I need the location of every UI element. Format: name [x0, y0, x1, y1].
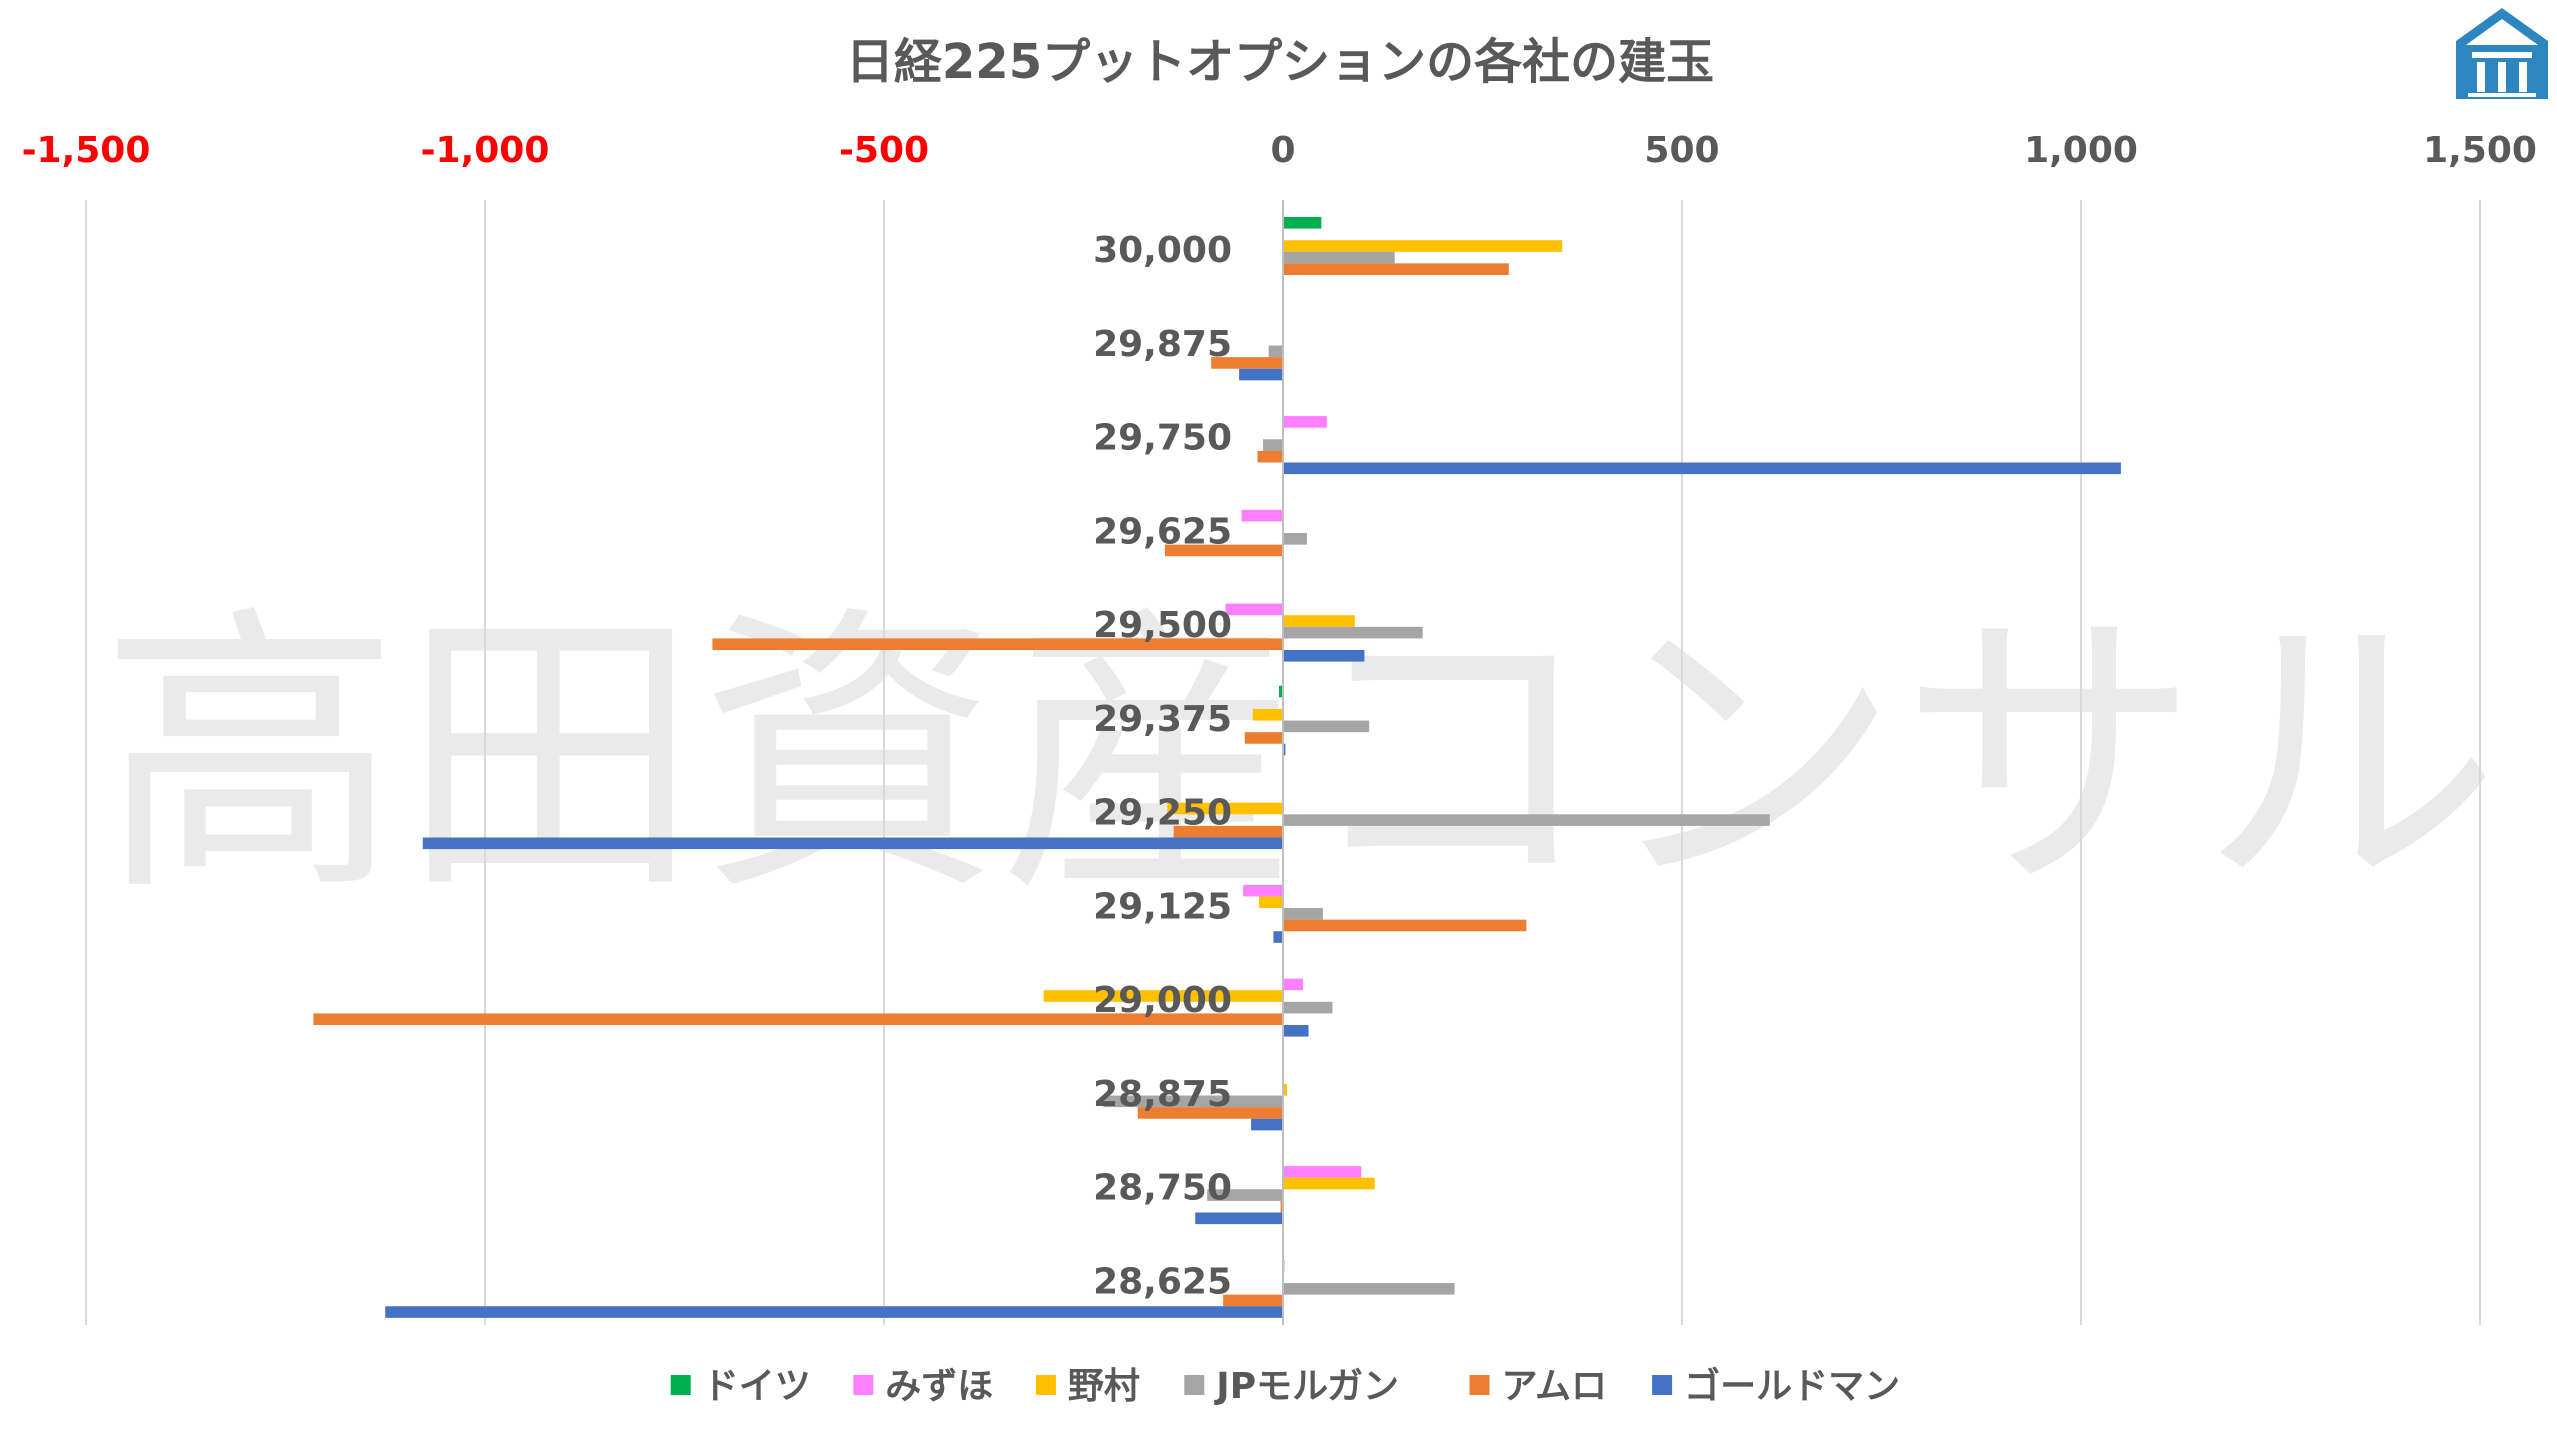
bar: [1223, 1294, 1283, 1307]
bars: [313, 200, 2121, 1325]
bar: [1239, 368, 1283, 381]
bar: [1283, 720, 1370, 733]
bar: [1283, 1166, 1362, 1178]
y-tick-label: 29,250: [1093, 793, 1232, 834]
bar: [1283, 533, 1307, 545]
legend-label: ドイツ: [703, 1366, 811, 1407]
bar: [1167, 802, 1283, 815]
bar: [1268, 345, 1283, 358]
bar: [1225, 603, 1283, 616]
bar: [1283, 814, 1770, 826]
x-tick-label: 1,000: [2024, 130, 2138, 171]
bar: [1244, 732, 1283, 744]
bar: [1207, 1189, 1283, 1201]
bar: [1283, 650, 1365, 662]
legend-label: ゴールドマン: [1684, 1365, 1900, 1407]
bar: [1283, 217, 1322, 229]
bar: [1243, 884, 1283, 897]
y-tick-label: 29,875: [1093, 324, 1232, 365]
legend-marker: [1469, 1375, 1490, 1395]
y-tick-label: 29,750: [1093, 418, 1232, 459]
bar: [1279, 685, 1283, 698]
bar: [1257, 450, 1283, 463]
bar: [1283, 1283, 1455, 1295]
bar: [1164, 544, 1283, 557]
bar: [1283, 1177, 1375, 1190]
legend-item: アムロ: [1469, 1366, 1607, 1407]
bar: [1283, 1083, 1287, 1096]
bar: [1283, 240, 1563, 252]
bar: [1195, 1212, 1283, 1225]
y-tick-label: 28,750: [1093, 1168, 1232, 1209]
bar: [1251, 1118, 1283, 1131]
legend-marker: [1184, 1375, 1205, 1395]
bar: [1241, 509, 1283, 522]
legend-label: 野村: [1068, 1366, 1140, 1407]
legend-marker: [1652, 1375, 1673, 1395]
bar: [1211, 357, 1283, 369]
bar: [313, 1013, 1283, 1025]
bar: [712, 638, 1283, 650]
x-axis-ticks: -1,500 -1,000 -500 0 500 1,000 1,500: [22, 130, 2537, 171]
bar: [1173, 825, 1283, 838]
bar: [1043, 990, 1283, 1002]
bar: [1283, 626, 1423, 639]
y-tick-label: 29,375: [1093, 699, 1232, 740]
y-tick-label: 29,500: [1093, 605, 1232, 646]
chart-title: 日経225プットオプションの各社の建玉: [846, 34, 1714, 90]
x-tick-label: 1,500: [2423, 130, 2537, 171]
bar: [1283, 1025, 1309, 1037]
y-tick-label: 29,125: [1093, 886, 1232, 927]
bar: [1280, 1200, 1283, 1213]
legend-label: アムロ: [1502, 1366, 1607, 1407]
y-tick-label: 29,000: [1093, 980, 1232, 1021]
y-tick-label: 28,625: [1093, 1261, 1232, 1302]
x-tick-label: 0: [1270, 130, 1295, 171]
bar: [1283, 416, 1327, 428]
bar: [1103, 1095, 1283, 1108]
bar: [1259, 896, 1283, 909]
legend-label: JPモルガン: [1213, 1366, 1399, 1407]
bar: [1263, 439, 1283, 451]
legend-marker: [1035, 1375, 1056, 1395]
legend-item: 野村: [1035, 1366, 1140, 1407]
legend: ドイツ みずほ 野村 JPモルガン アムロ ゴールドマン: [670, 1365, 1900, 1407]
x-tick-label: -1,000: [421, 130, 550, 171]
bar: [1283, 743, 1286, 756]
legend-item: みずほ: [853, 1366, 993, 1407]
bar: [1283, 919, 1527, 932]
legend-marker: [670, 1375, 691, 1395]
bar: [1283, 1001, 1333, 1014]
bar: [385, 1306, 1283, 1318]
bar: [1283, 615, 1355, 627]
bar: [1283, 263, 1509, 275]
bar: [422, 837, 1284, 850]
legend-item: ドイツ: [670, 1366, 811, 1407]
x-tick-label: -1,500: [22, 130, 151, 171]
y-axis-ticks: 30,000 29,875 29,750 29,625 29,500 29,375 29,2…: [1093, 230, 1232, 1302]
bar: [1283, 251, 1395, 264]
logo-icon: [2456, 8, 2548, 99]
legend-item: ゴールドマン: [1652, 1365, 1900, 1407]
bar: [1273, 931, 1283, 943]
legend-label: みずほ: [885, 1366, 993, 1407]
bar: [1252, 708, 1283, 721]
x-tick-label: 500: [1644, 130, 1719, 171]
x-tick-label: -500: [839, 130, 929, 171]
bar: [1283, 978, 1303, 991]
bar: [1137, 1107, 1283, 1119]
bar: [1283, 908, 1323, 920]
legend-item: JPモルガン: [1184, 1366, 1399, 1407]
legend-marker: [853, 1375, 874, 1395]
y-tick-label: 29,625: [1093, 511, 1232, 552]
watermark-text: 高田資産コンサル: [100, 582, 2500, 931]
y-tick-label: 30,000: [1093, 230, 1232, 271]
y-tick-label: 28,875: [1093, 1074, 1232, 1115]
bar: [1283, 462, 2121, 475]
